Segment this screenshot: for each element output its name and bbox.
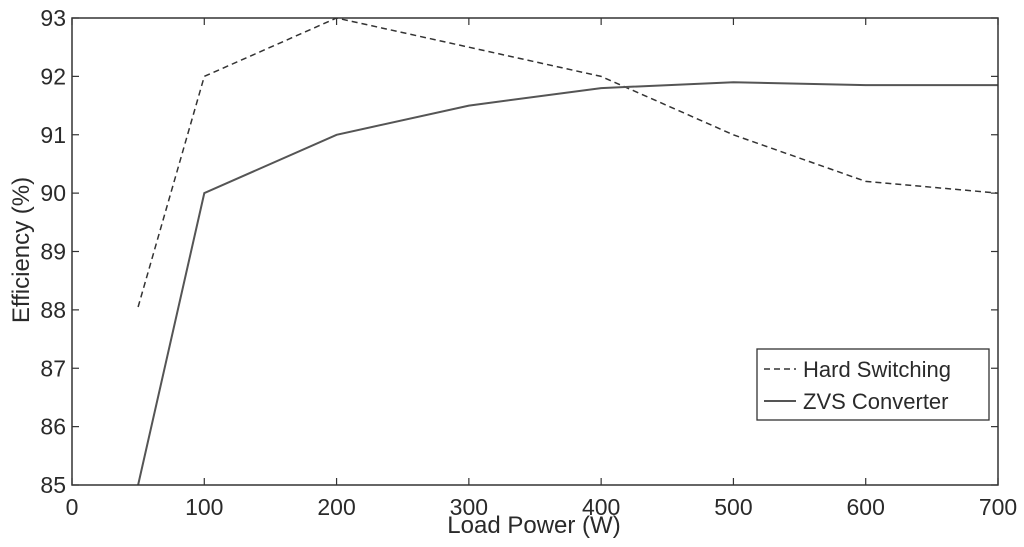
x-tick-label: 300 xyxy=(450,494,488,520)
legend-box xyxy=(756,348,990,421)
legend-label-zvs-converter: ZVS Converter xyxy=(803,389,949,414)
legend-label-hard-switching: Hard Switching xyxy=(803,357,951,382)
y-tick-label: 90 xyxy=(40,180,66,206)
x-tick-label: 200 xyxy=(317,494,355,520)
x-tick-label: 500 xyxy=(714,494,752,520)
x-tick-label: 0 xyxy=(66,494,79,520)
y-axis-label: Efficiency (%) xyxy=(8,177,35,323)
series-line-zvs-converter xyxy=(137,81,998,485)
y-tick-label: 85 xyxy=(40,472,66,498)
y-tick-label: 87 xyxy=(40,355,66,381)
series-line-hard-switching xyxy=(137,18,998,308)
y-tick-label: 91 xyxy=(40,122,66,148)
y-tick-label: 88 xyxy=(40,297,66,323)
y-tick-label: 86 xyxy=(40,414,66,440)
y-tick-label: 89 xyxy=(40,239,66,265)
x-tick-label: 600 xyxy=(847,494,885,520)
y-tick-label: 93 xyxy=(40,5,66,31)
x-tick-label: 700 xyxy=(979,494,1017,520)
y-tick-label: 92 xyxy=(40,63,66,89)
x-tick-label: 100 xyxy=(185,494,223,520)
x-tick-label: 400 xyxy=(582,494,620,520)
x-axis-label: Load Power (W) xyxy=(447,512,620,539)
plot-area: 0 100 200 300 400 500 600 700 85 86 87 88 89 90 91 92 93 xyxy=(40,5,1017,520)
legend: Hard Switching ZVS Converter xyxy=(756,348,990,421)
